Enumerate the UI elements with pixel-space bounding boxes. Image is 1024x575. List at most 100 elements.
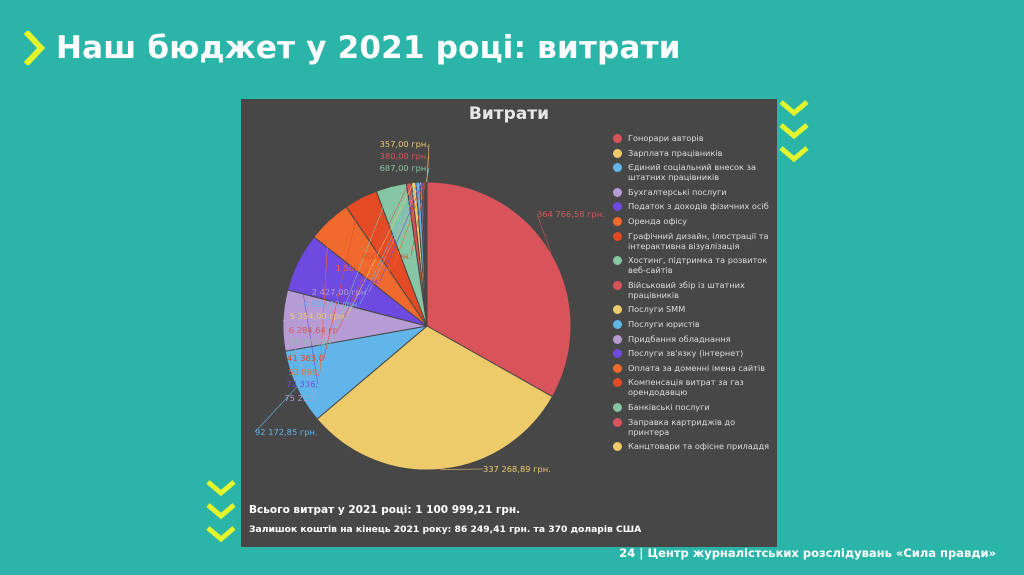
- legend-swatch: [613, 305, 622, 315]
- slide-header: Наш бюджет у 2021 році: витрати: [24, 30, 681, 66]
- legend-item: Компенсація витрат за газ орендодавцю: [613, 377, 773, 397]
- label-leader-line: [410, 181, 426, 257]
- slice-value-label: 41 383,0: [287, 353, 324, 363]
- legend-label: Компенсація витрат за газ орендодавцю: [628, 377, 744, 398]
- legend-label: Бухгалтерські послуги: [628, 186, 727, 197]
- legend-label: Податок з доходів фізичних осіб: [628, 201, 769, 212]
- label-leader-line: [346, 182, 414, 317]
- legend-swatch: [613, 402, 622, 412]
- legend-label: Оплата за доменні імена сайтів: [628, 362, 766, 373]
- legend-label: Гонорари авторів: [628, 133, 704, 143]
- legend-label: Банківські послуги: [628, 401, 710, 412]
- legend-swatch: [613, 349, 622, 359]
- legend-swatch: [613, 202, 622, 212]
- legend-swatch: [613, 417, 622, 427]
- slice-value-label: 92 172,85 грн.: [255, 427, 318, 437]
- legend-label: Канцтовари та офісне приладдя: [628, 441, 770, 452]
- legend-item: Послуги зв'язку (інтернет): [613, 348, 773, 359]
- slide-footer: 24 | Центр журналістських розслідувань «…: [619, 546, 996, 560]
- slice-value-label: 72 336,: [286, 379, 318, 389]
- label-leader-line: [319, 220, 330, 373]
- legend-swatch: [613, 378, 622, 388]
- legend-swatch: [613, 216, 622, 226]
- chevron-down-icon: [206, 480, 236, 543]
- legend-swatch: [613, 256, 622, 266]
- legend-swatch: [613, 134, 622, 143]
- legend-label: Придбання обладнання: [628, 333, 731, 344]
- label-leader-line: [379, 181, 424, 282]
- label-leader-line: [536, 213, 552, 254]
- chevron-down-icon: [779, 100, 809, 163]
- slice-value-label: 75 215,: [284, 393, 316, 403]
- legend-item: Канцтовари та офісне приладдя: [613, 441, 773, 452]
- remaining-funds: Залишок коштів на кінець 2021 року: 86 2…: [249, 524, 642, 535]
- legend-swatch: [613, 442, 622, 452]
- total-expenses: Всього витрат у 2021 році: 1 100 999,21 …: [249, 504, 521, 516]
- legend-item: Податок з доходів фізичних осіб: [613, 201, 773, 212]
- slice-value-label: 5 354,00 грн.: [290, 311, 347, 321]
- slice-value-label: 53 868,: [288, 367, 320, 377]
- slice-value-label: 380,00 грн.: [380, 151, 429, 161]
- label-leader-line: [392, 181, 425, 269]
- legend-item: Хостинг, підтримка та розвиток веб-сайті…: [613, 255, 773, 275]
- legend-label: Єдиний соціальний внесок за штатних прац…: [628, 162, 756, 183]
- legend-item: Оренда офісу: [613, 216, 773, 226]
- slice-value-label: 6 284,64 гр: [289, 325, 338, 335]
- label-leader-line: [330, 186, 392, 343]
- chart-title: Витрати: [468, 104, 550, 124]
- label-leader-line: [323, 198, 362, 359]
- slice-value-label: 357,00 грн.: [380, 139, 429, 149]
- slice-value-label: 687,00 грн.: [380, 163, 429, 173]
- legend-label: Послуги SMM: [628, 304, 686, 315]
- chart-legend: Гонорари авторів Зарплата працівників Єдин…: [613, 133, 773, 456]
- legend-item: Графічний дизайн, ілюстрації та інтеракт…: [613, 231, 773, 251]
- legend-item: Гонорари авторів: [613, 133, 773, 143]
- label-leader-line: [254, 386, 297, 433]
- legend-item: Придбання обладнання: [613, 334, 773, 344]
- legend-swatch: [613, 148, 622, 158]
- label-leader-line: [337, 182, 410, 331]
- legend-label: Послуги юристів: [628, 318, 700, 329]
- slice-value-label: 2 427,00 грн.: [312, 287, 369, 297]
- legend-label: Заправка картриджів до принтера: [628, 416, 736, 437]
- legend-item: Заправка картриджів до принтера: [613, 417, 773, 437]
- legend-swatch: [613, 363, 622, 373]
- legend-swatch: [613, 163, 622, 173]
- legend-item: Бухгалтерські послуги: [613, 187, 773, 197]
- slice-value-label: 37 772,50: [289, 337, 331, 347]
- legend-item: Послуги SMM: [613, 304, 773, 315]
- legend-item: Єдиний соціальний внесок за штатних прац…: [613, 162, 773, 182]
- pie-slice: [426, 181, 572, 398]
- legend-item: Військовий збір із штатних працівників: [613, 280, 773, 300]
- legend-label: Хостинг, підтримка та розвиток веб-сайті…: [628, 255, 768, 276]
- label-leader-line: [359, 182, 419, 305]
- chart-panel: Витрати 364 766,58 грн. 337 268,89 грн. 92…: [241, 99, 777, 547]
- slice-value-label: 2 400,00 грн.: [323, 276, 380, 286]
- pie-chart: 364 766,58 грн. 337 268,89 грн. 92 172,85 …: [254, 139, 605, 474]
- slice-value-label: 337 268,89 грн.: [483, 464, 551, 474]
- slide-title: Наш бюджет у 2021 році: витрати: [56, 30, 681, 66]
- legend-item: Зарплата працівників: [613, 148, 773, 158]
- slice-value-label: 364 766,58 грн.: [537, 209, 605, 219]
- legend-item: Банківські послуги: [613, 402, 773, 412]
- legend-item: Оплата за доменні імена сайтів: [613, 363, 773, 373]
- slice-value-label: 900,00 грн.: [362, 251, 411, 261]
- chevron-right-icon: [24, 31, 46, 65]
- slice-value-label: 1 506,00 грн.: [336, 263, 393, 273]
- label-leader-line: [368, 181, 422, 293]
- legend-label: Графічний дизайн, ілюстрації та інтеракт…: [628, 230, 769, 251]
- legend-label: Військовий збір із штатних працівників: [628, 279, 745, 300]
- slice-value-label: 4 890,00 грн.: [303, 299, 360, 309]
- legend-item: Послуги юристів: [613, 319, 773, 329]
- label-leader-line: [426, 143, 430, 183]
- legend-swatch: [613, 319, 622, 329]
- legend-swatch: [613, 231, 622, 241]
- legend-swatch: [613, 280, 622, 290]
- legend-label: Послуги зв'язку (інтернет): [628, 348, 744, 359]
- legend-swatch: [613, 187, 622, 197]
- legend-label: Оренда офісу: [628, 215, 687, 226]
- label-leader-line: [282, 320, 317, 399]
- legend-label: Зарплата працівників: [628, 147, 723, 158]
- label-leader-line: [297, 261, 319, 385]
- legend-swatch: [613, 334, 622, 344]
